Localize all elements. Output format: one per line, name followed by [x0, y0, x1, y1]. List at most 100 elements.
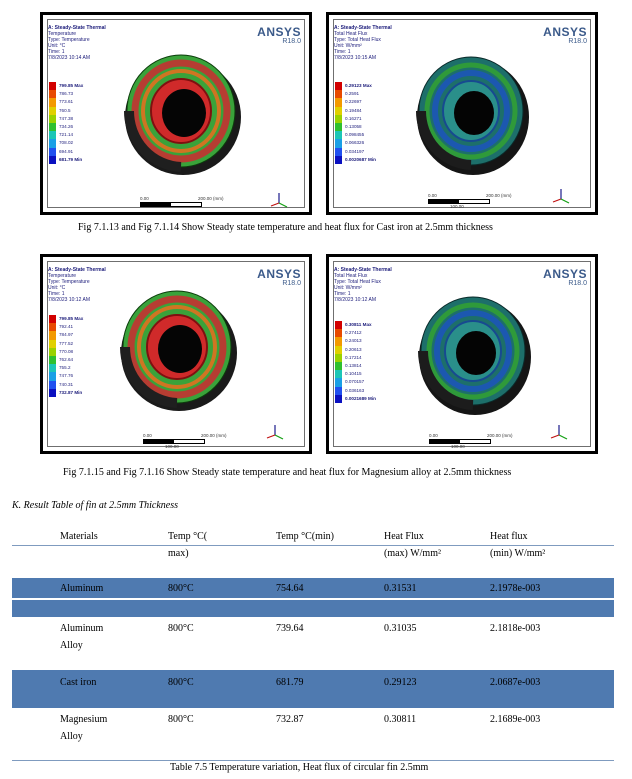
header-temp-min: Temp °C(min) — [276, 531, 335, 542]
legend-label: 0.0020687 Min — [345, 156, 376, 162]
legend-label: 755.2 — [59, 365, 71, 371]
legend-entry: 0.27412 — [335, 329, 376, 338]
legend-swatch — [335, 329, 342, 338]
legend-swatch — [335, 345, 342, 354]
legend-label: 0.16271 — [345, 115, 362, 121]
legend-label: 694.91 — [59, 148, 74, 154]
panel-info: A: Steady-State Thermal Temperature Type… — [48, 267, 106, 303]
legend-label: 0.2591 — [345, 91, 360, 97]
legend-swatch — [49, 131, 56, 140]
legend-swatch — [49, 90, 56, 99]
legend-label: 760.5 — [59, 107, 71, 113]
legend-swatch — [49, 98, 56, 107]
legend-label: 0.13814 — [345, 362, 362, 368]
color-legend: 0.29123 Max 0.2591 0.22697 0.19484 0.16271 0.… — [335, 82, 376, 164]
material-name: Aluminum Alloy — [60, 623, 104, 651]
legend-entry: 0.13814 — [335, 361, 376, 371]
legend-swatch — [49, 147, 56, 156]
legend-swatch — [49, 355, 56, 365]
legend-label: 799.85 Max — [59, 316, 84, 321]
legend-entry: 747.76 — [49, 372, 83, 381]
legend-label: 777.52 — [59, 340, 74, 346]
panel-info: A: Steady-State Thermal Temperature Type… — [48, 25, 106, 61]
legend-swatch — [49, 122, 56, 132]
ansys-logo: ANSYS R18.0 — [257, 25, 301, 45]
legend-swatch — [49, 155, 56, 164]
legend-swatch — [335, 361, 342, 371]
legend-entry: 747.38 — [49, 114, 83, 123]
legend-entry: 0.29123 Max — [335, 82, 376, 91]
legend-swatch — [49, 372, 56, 381]
legend-label: 708.02 — [59, 140, 74, 146]
legend-swatch — [335, 82, 342, 91]
legend-entry: 0.036163 — [335, 386, 376, 395]
legend-label: 747.76 — [59, 373, 74, 379]
legend-entry: 799.85 Max — [49, 315, 84, 324]
header-heat-flux-max: Heat Flux (max) W/mm² — [384, 531, 441, 559]
legend-swatch — [49, 139, 56, 148]
legend-entry: 0.22697 — [335, 98, 376, 107]
legend-swatch — [335, 370, 342, 379]
legend-entry: 0.19484 — [335, 106, 376, 115]
legend-label: 0.13058 — [345, 123, 362, 129]
legend-entry: 0.066326 — [335, 139, 376, 148]
legend-entry: 773.61 — [49, 98, 83, 107]
panel-cast-iron-heat-flux: A: Steady-State Thermal Total Heat Flux … — [326, 12, 598, 215]
table-row: Aluminum 800°C 754.64 0.31531 2.1978e-00… — [12, 578, 614, 598]
legend-swatch — [49, 347, 56, 356]
ansys-logo: ANSYS R18.0 — [257, 267, 301, 287]
legend-label: 799.85 Max — [59, 83, 84, 88]
legend-entry: 0.034197 — [335, 147, 376, 156]
color-legend: 799.85 Max 786.73 773.61 760.5 747.38 734.26 7… — [49, 82, 83, 164]
legend-swatch — [335, 155, 342, 164]
color-legend: 0.30811 Max 0.27412 0.24013 0.20613 0.17214 0… — [335, 321, 376, 403]
legend-entry: 0.098455 — [335, 131, 376, 140]
legend-swatch — [335, 337, 342, 346]
table-row: Aluminum Alloy 800°C 739.64 0.31035 2.181… — [12, 620, 614, 660]
legend-entry: 732.87 Min — [49, 388, 83, 397]
legend-entry: 792.41 — [49, 323, 83, 332]
legend-swatch — [335, 90, 342, 99]
panel-magnesium-heat-flux: A: Steady-State Thermal Total Heat Flux … — [326, 254, 598, 454]
legend-entry: 777.52 — [49, 339, 83, 348]
legend-label: 0.0021689 Min — [345, 395, 376, 401]
axis-triad-icon — [266, 425, 284, 440]
legend-entry: 762.64 — [49, 355, 83, 365]
legend-label: 734.26 — [59, 123, 74, 129]
legend-swatch — [335, 131, 342, 140]
axis-triad-icon — [552, 189, 570, 204]
legend-swatch — [335, 321, 342, 330]
ansys-logo: ANSYS R18.0 — [543, 267, 587, 287]
legend-label: 0.30811 Max — [345, 322, 372, 327]
legend-label: 0.066326 — [345, 140, 365, 146]
legend-label: 770.08 — [59, 348, 74, 354]
legend-entry: 708.02 — [49, 139, 83, 148]
fin-model-render — [124, 54, 241, 175]
legend-entry: 0.10415 — [335, 370, 376, 379]
legend-label: 0.034197 — [345, 148, 365, 154]
figure-caption: Fig 7.1.15 and Fig 7.1.16 Show Steady st… — [63, 467, 512, 478]
legend-label: 0.070157 — [345, 379, 365, 385]
legend-label: 0.29123 Max — [345, 83, 372, 88]
legend-label: 0.27412 — [345, 330, 362, 336]
color-legend: 799.85 Max 792.41 784.97 777.52 770.08 762.64… — [49, 315, 83, 397]
legend-swatch — [49, 339, 56, 348]
legend-swatch — [49, 388, 56, 397]
legend-entry: 755.2 — [49, 364, 83, 373]
legend-label: 0.10415 — [345, 371, 362, 377]
header-heat-flux-min: Heat flux (min) W/mm² — [490, 531, 546, 559]
legend-entry: 0.0020687 Min — [335, 155, 376, 164]
legend-label: 681.79 Min — [59, 156, 83, 162]
legend-label: 762.64 — [59, 356, 74, 362]
legend-label: 740.31 — [59, 381, 74, 387]
fin-model-render — [416, 56, 529, 175]
legend-swatch — [335, 353, 342, 362]
table-row: Cast iron 800°C 681.79 0.29123 2.0687e-0… — [12, 670, 614, 708]
legend-entry: 0.0021689 Min — [335, 394, 376, 403]
legend-swatch — [49, 380, 56, 389]
fin-model-render — [120, 290, 237, 411]
legend-entry: 734.26 — [49, 122, 83, 132]
fin-model-render — [418, 296, 531, 415]
legend-entry: 694.91 — [49, 147, 83, 156]
legend-entry: 770.08 — [49, 347, 83, 356]
